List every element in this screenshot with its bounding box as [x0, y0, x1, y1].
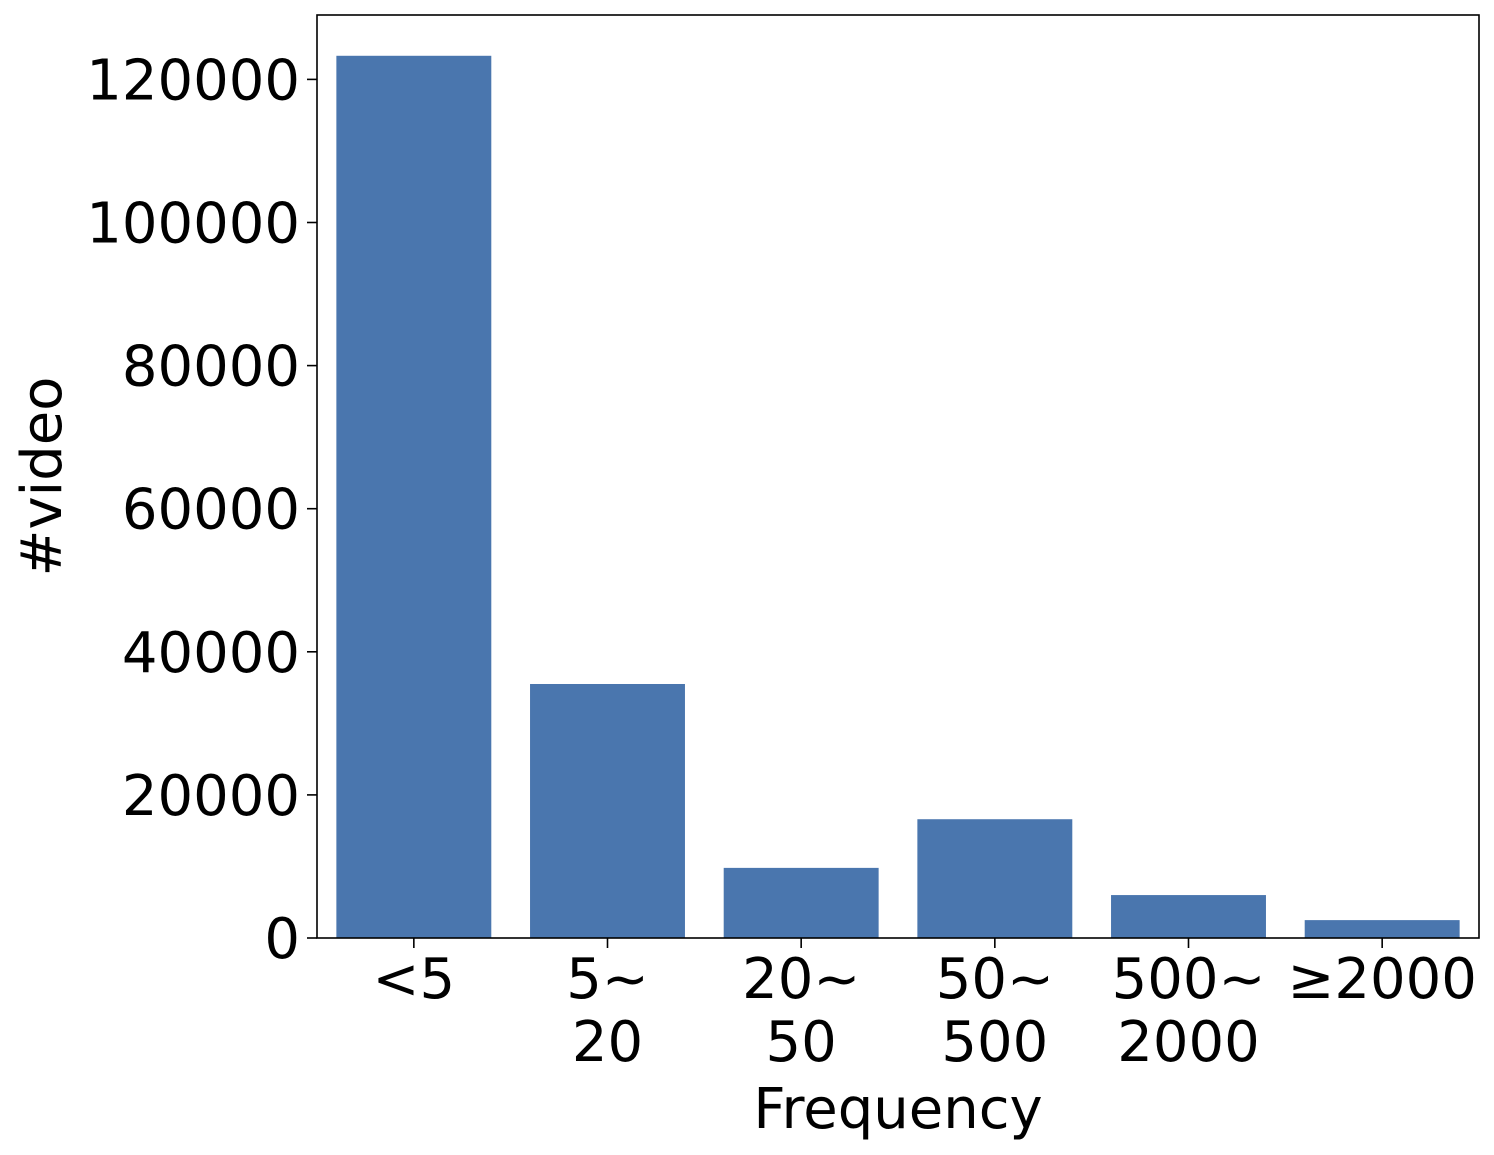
x-tick-label: 50~ [936, 947, 1054, 1012]
bars-group [336, 55, 1460, 939]
x-tick-label: 500~ [1112, 947, 1266, 1012]
y-tick-label: 120000 [86, 48, 300, 113]
bar-4 [1111, 895, 1266, 938]
bar-1 [530, 683, 685, 938]
y-tick-label: 20000 [122, 764, 300, 829]
x-axis: <5 5~20 20~50 50~500 500~2000 ≥2000 [373, 938, 1477, 1075]
bar-0 [336, 55, 492, 939]
x-tick-label: 20~ [742, 947, 860, 1012]
bar-3 [917, 819, 1073, 938]
x-tick-label: <5 [373, 947, 456, 1012]
x-tick-label: 2000 [1117, 1010, 1260, 1075]
x-axis-label: Frequency [753, 1077, 1042, 1142]
bar-5 [1304, 920, 1460, 938]
y-axis-label: #video [10, 377, 75, 577]
plot-frame [316, 14, 1480, 939]
y-tick-label: 100000 [86, 191, 300, 256]
y-tick-label: 40000 [122, 621, 300, 686]
y-tick-label: 60000 [122, 478, 300, 543]
y-axis: 0 20000 40000 60000 80000 100000 120000 [86, 48, 317, 972]
x-tick-label: 5~ [566, 947, 649, 1012]
x-tick-label: 20 [572, 1010, 643, 1075]
x-tick-label: ≥2000 [1287, 947, 1476, 1012]
x-tick-label: 50 [766, 1010, 837, 1075]
y-tick-label: 0 [264, 907, 300, 972]
bar-2 [723, 867, 879, 938]
x-tick-label: 500 [941, 1010, 1048, 1075]
y-tick-label: 80000 [122, 335, 300, 400]
